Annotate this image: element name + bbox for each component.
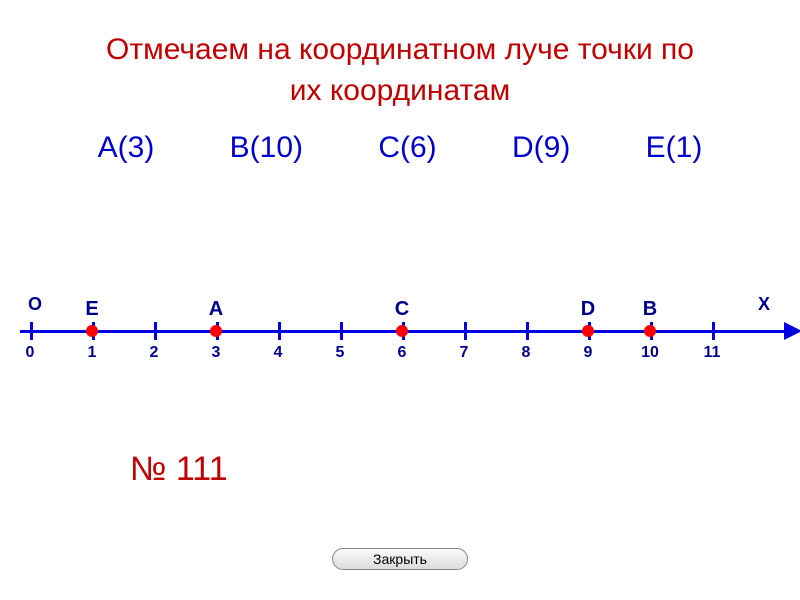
tick-label: 6 (398, 344, 407, 362)
point-b (644, 325, 656, 337)
point-c (396, 325, 408, 337)
title-line-2: их координатам (290, 74, 511, 107)
title-line-1: Отмечаем на координатном луче точки по (106, 33, 694, 66)
tick-label: 5 (336, 344, 345, 362)
page-title: Отмечаем на координатном луче точки по и… (0, 0, 800, 121)
tick-mark (712, 322, 715, 340)
point-label-d: D (581, 298, 595, 321)
tick-label: 8 (522, 344, 531, 362)
coord-a: A(3) (98, 131, 155, 165)
tick-label: 2 (150, 344, 159, 362)
tick-label: 7 (460, 344, 469, 362)
point-label-a: A (209, 298, 223, 321)
point-label-e: E (85, 298, 98, 321)
tick-mark (340, 322, 343, 340)
tick-mark (154, 322, 157, 340)
coord-d: D(9) (512, 131, 570, 165)
coordinates-row: A(3) B(10) C(6) D(9) E(1) (0, 121, 800, 165)
tick-mark (278, 322, 281, 340)
tick-mark (30, 322, 33, 340)
tick-label: 0 (26, 344, 35, 362)
close-button[interactable]: Закрыть (332, 548, 468, 570)
tick-mark (464, 322, 467, 340)
point-label-c: C (395, 298, 409, 321)
tick-label: 11 (704, 344, 721, 362)
coord-c: C(6) (378, 131, 436, 165)
axis-arrow-icon (784, 322, 800, 340)
exercise-number: № 111 (130, 450, 228, 489)
tick-label: 9 (584, 344, 593, 362)
coord-e: E(1) (646, 131, 703, 165)
point-e (86, 325, 98, 337)
tick-label: 4 (274, 344, 283, 362)
tick-label: 3 (212, 344, 221, 362)
number-line: O X 01234567891011 EACDB (0, 300, 800, 420)
coord-b: B(10) (230, 131, 303, 165)
tick-label: 10 (641, 344, 659, 362)
tick-mark (526, 322, 529, 340)
tick-label: 1 (88, 344, 97, 362)
point-label-b: B (643, 298, 657, 321)
origin-label: O (28, 294, 42, 315)
point-a (210, 325, 222, 337)
x-axis-label: X (758, 294, 770, 315)
point-d (582, 325, 594, 337)
